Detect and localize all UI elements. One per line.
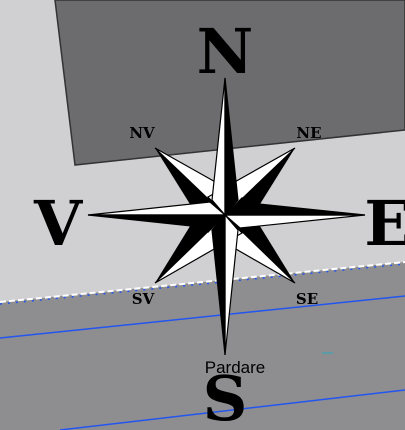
road-line-upper[interactable] [0,295,405,339]
rose-point-e-dark [223,201,366,216]
compass-label-southwest: SV [132,290,155,308]
compass-label-northeast: NE [296,124,321,142]
place-label[interactable]: Pardare [205,358,265,377]
road-line-lower[interactable] [59,389,405,430]
compass-label-northwest: NV [129,124,155,142]
rose-point-w-dark [87,214,227,229]
compass-label-north: N [197,15,254,88]
compass-label-west: V [33,187,83,260]
compass-rose: N S V E NV NE SV SE [33,15,405,430]
boundary-dashed-line-white [0,261,405,303]
compass-label-southeast: SE [296,290,318,308]
rose-point-n-dark [224,77,239,217]
building-polygon[interactable] [54,0,405,166]
compass-label-east: E [364,187,405,260]
land-area-polygon[interactable] [0,262,405,430]
rose-point-s-dark [211,213,226,356]
compass-label-south: S [203,362,248,430]
